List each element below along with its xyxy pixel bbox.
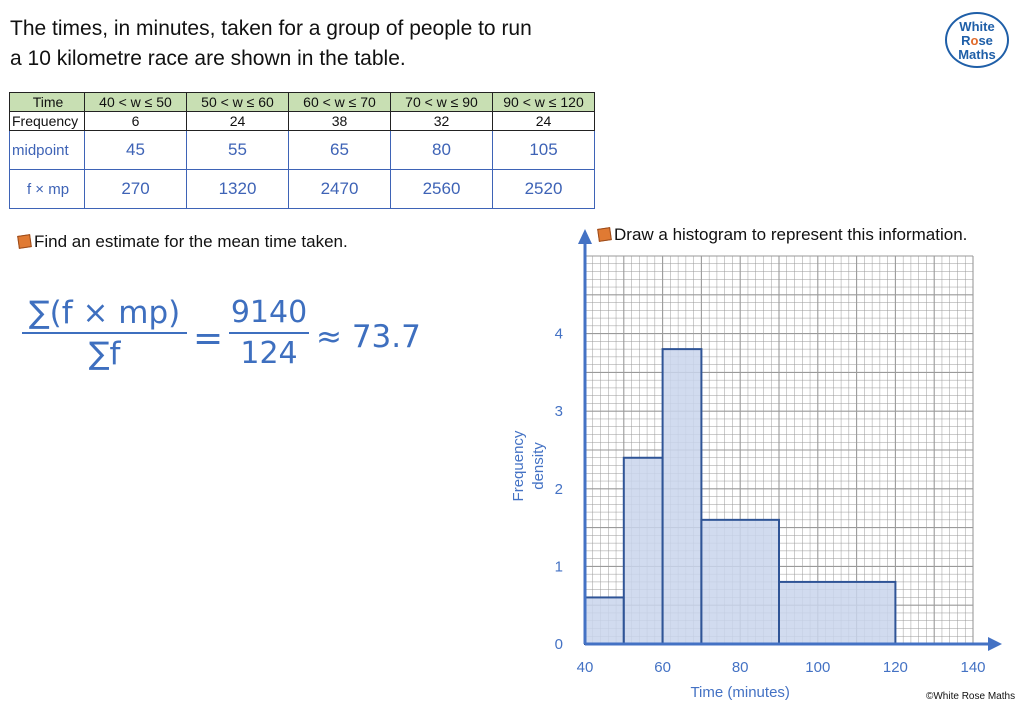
y-tick-label: 3 <box>555 403 563 420</box>
y-tick-label: 0 <box>555 636 563 653</box>
frequency-cell: 38 <box>288 111 391 131</box>
histogram-bars <box>584 348 897 646</box>
interval-cell: 90 < w ≤ 120 <box>492 92 595 112</box>
frequency-cell: 32 <box>390 111 493 131</box>
white-rose-maths-logo: White Rose Maths <box>945 12 1009 68</box>
frequency-table: Time 40 < w ≤ 50 50 < w ≤ 60 60 < w ≤ 70… <box>9 92 595 209</box>
fmp-cell: 2560 <box>390 169 493 209</box>
x-tick-label: 140 <box>960 659 985 676</box>
y-axis-arrow <box>578 229 592 244</box>
logo-line-1: White <box>959 19 995 34</box>
axis-labels: 40 60 80 100 120 140 0 1 2 3 4 Time (minutes) Freque… <box>510 326 986 701</box>
midpoint-cell: 65 <box>288 130 391 170</box>
midpoint-cell: 105 <box>492 130 595 170</box>
fmp-cell: 1320 <box>186 169 289 209</box>
histogram-bar <box>584 596 625 646</box>
table-header-row: Time 40 < w ≤ 50 50 < w ≤ 60 60 < w ≤ 70… <box>9 92 595 112</box>
question-line-1: The times, in minutes, taken for a group… <box>10 17 532 40</box>
sum-fraction: ∑(f × mp) ∑f <box>22 294 187 374</box>
value-numerator: 9140 <box>230 295 308 330</box>
histogram-bar <box>622 456 664 646</box>
x-axis-title: Time (minutes) <box>690 684 789 701</box>
frequency-cell: 24 <box>186 111 289 131</box>
x-tick-label: 80 <box>732 659 749 676</box>
interval-cell: 60 < w ≤ 70 <box>288 92 391 112</box>
x-tick-label: 120 <box>883 659 908 676</box>
question-text: The times, in minutes, taken for a group… <box>10 14 610 74</box>
sum-numerator: ∑(f × mp) <box>28 295 181 331</box>
fmp-cell: 2520 <box>492 169 595 209</box>
mean-result: ≈ 73.7 <box>316 319 421 355</box>
equals-sign: = <box>193 318 224 359</box>
x-tick-label: 60 <box>654 659 671 676</box>
pencil-bullet-icon <box>597 227 612 242</box>
y-axis-title: Frequency density <box>510 430 547 501</box>
y-tick-label: 4 <box>555 326 563 343</box>
histogram-bar <box>700 518 781 646</box>
interval-cell: 40 < w ≤ 50 <box>84 92 187 112</box>
mean-prompt: Find an estimate for the mean time taken… <box>17 232 348 252</box>
fmp-label: f × mp <box>9 169 85 209</box>
interval-cell: 50 < w ≤ 60 <box>186 92 289 112</box>
midpoint-row: midpoint 45 55 65 80 105 <box>9 130 595 170</box>
midpoint-cell: 55 <box>186 130 289 170</box>
pencil-bullet-icon <box>17 234 32 249</box>
fraction-bar <box>229 332 309 334</box>
histogram-prompt-text: Draw a histogram to represent this infor… <box>614 225 968 244</box>
interval-cell: 70 < w ≤ 90 <box>390 92 493 112</box>
fmp-row: f × mp 270 1320 2470 2560 2520 <box>9 169 595 209</box>
logo-line-3: Maths <box>958 47 996 62</box>
frequency-cell: 24 <box>492 111 595 131</box>
x-tick-label: 100 <box>805 659 830 676</box>
fmp-cell: 2470 <box>288 169 391 209</box>
midpoint-cell: 45 <box>84 130 187 170</box>
logo-line-2: Rose <box>961 33 993 48</box>
time-header: Time <box>9 92 85 112</box>
sum-denominator: ∑f <box>88 336 121 372</box>
axes <box>578 229 1002 651</box>
value-denominator: 124 <box>240 336 298 371</box>
frequency-row: Frequency 6 24 38 32 24 <box>9 111 595 131</box>
histogram-bar <box>778 580 897 645</box>
fraction-bar <box>22 332 187 334</box>
fmp-cell: 270 <box>84 169 187 209</box>
x-tick-label: 40 <box>577 659 594 676</box>
histogram-prompt: Draw a histogram to represent this infor… <box>597 225 968 245</box>
y-tick-label: 1 <box>555 558 563 575</box>
y-tick-label: 2 <box>555 481 563 498</box>
value-fraction: 9140 124 <box>229 294 309 374</box>
grid-lines <box>584 255 974 645</box>
x-axis-arrow <box>988 637 1002 651</box>
mean-prompt-text: Find an estimate for the mean time taken… <box>34 232 348 251</box>
frequency-label: Frequency <box>9 111 85 131</box>
copyright-text: ©White Rose Maths <box>926 691 1016 702</box>
midpoint-label: midpoint <box>9 130 85 170</box>
midpoint-cell: 80 <box>390 130 493 170</box>
question-line-2: a 10 kilometre race are shown in the tab… <box>10 47 406 70</box>
histogram-bar <box>661 348 703 645</box>
frequency-cell: 6 <box>84 111 187 131</box>
